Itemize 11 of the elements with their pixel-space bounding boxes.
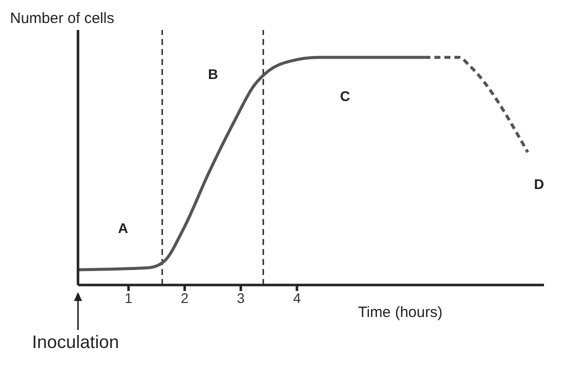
- x-tick-label: 3: [236, 290, 245, 306]
- annotation: B: [208, 66, 218, 82]
- annotation: D: [534, 176, 544, 192]
- annotation: C: [340, 88, 350, 104]
- text: Inoculation: [32, 332, 120, 353]
- y-axis-title: Number of cells: [10, 10, 114, 27]
- x-tick-label: 4: [293, 290, 302, 306]
- x-tick-label: 2: [180, 290, 189, 306]
- x-axis-title: Time (hours): [358, 304, 442, 321]
- x-tick-label: 1: [124, 290, 133, 306]
- annotation: A: [118, 220, 128, 236]
